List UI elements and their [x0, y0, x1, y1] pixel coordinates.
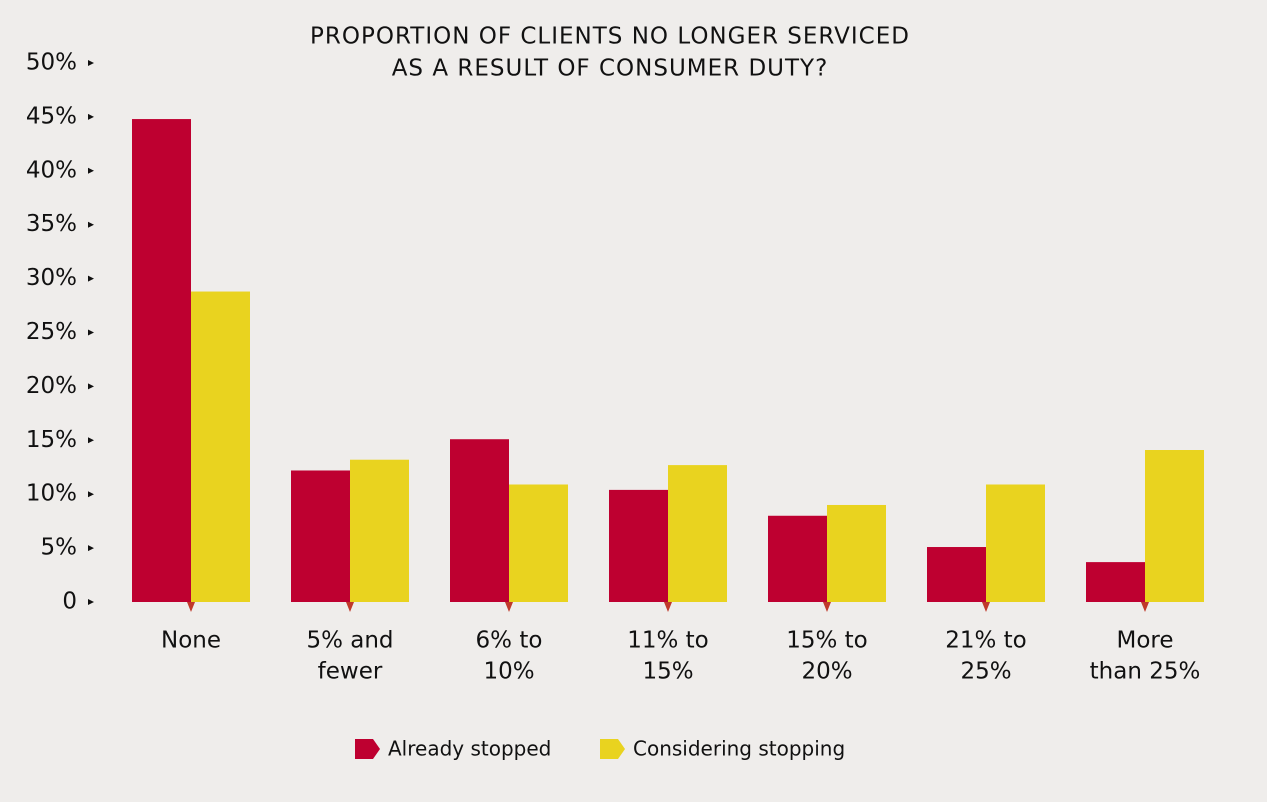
tick-mark: [88, 545, 94, 552]
tick-mark: [88, 60, 94, 66]
tick-mark: [88, 113, 94, 120]
bar: [132, 119, 191, 602]
x-tick-label: than 25%: [1090, 659, 1201, 685]
legend-label: Considering stopping: [633, 737, 845, 761]
tick-mark: [88, 275, 94, 282]
x-tick-label: None: [161, 628, 221, 654]
x-tick-label: 15%: [642, 659, 693, 685]
bar-pointer: [187, 602, 195, 612]
tick-mark: [88, 167, 94, 174]
x-tick-label: 21% to: [945, 628, 1027, 654]
tick-mark: [88, 437, 94, 444]
bar-pointer: [505, 602, 513, 612]
bar-pointer: [982, 602, 990, 612]
bar-pointer: [823, 602, 831, 612]
y-tick-label: 10%: [26, 481, 77, 507]
y-tick-label: 35%: [26, 211, 77, 237]
legend-swatch: [355, 739, 380, 759]
y-tick-label: 30%: [26, 265, 77, 291]
x-tick-label: 10%: [483, 659, 534, 685]
bar: [1086, 562, 1145, 602]
bar: [927, 547, 986, 602]
chart-title: PROPORTION OF CLIENTS NO LONGER SERVICED: [310, 24, 910, 50]
y-tick-label: 45%: [26, 103, 77, 129]
bar: [768, 515, 827, 602]
y-tick-label: 5%: [41, 535, 78, 561]
bar: [509, 484, 568, 602]
y-tick-label: 50%: [26, 50, 77, 76]
x-tick-label: fewer: [318, 659, 383, 685]
tick-mark: [88, 221, 94, 228]
bar: [609, 489, 668, 602]
bar: [668, 465, 727, 602]
legend-swatch: [600, 739, 625, 759]
y-tick-label: 15%: [26, 427, 77, 453]
tick-mark: [88, 383, 94, 390]
x-tick-label: More: [1116, 628, 1173, 654]
x-tick-label: 25%: [960, 659, 1011, 685]
bar: [1145, 450, 1204, 602]
x-tick-label: 6% to: [476, 628, 543, 654]
bar: [450, 439, 509, 602]
bar-pointer: [1141, 602, 1149, 612]
chart-title: AS A RESULT OF CONSUMER DUTY?: [392, 56, 829, 82]
y-tick-label: 25%: [26, 319, 77, 345]
bar: [350, 459, 409, 602]
bar: [827, 504, 886, 602]
bar-pointer: [664, 602, 672, 612]
x-tick-label: 20%: [801, 659, 852, 685]
x-tick-label: 5% and: [306, 628, 393, 654]
bar: [191, 291, 250, 602]
tick-mark: [88, 599, 94, 605]
legend-label: Already stopped: [388, 737, 551, 761]
x-tick-label: 15% to: [786, 628, 868, 654]
bar-pointer: [346, 602, 354, 612]
tick-mark: [88, 329, 94, 336]
y-tick-label: 20%: [26, 373, 77, 399]
bar: [291, 470, 350, 602]
tick-mark: [88, 491, 94, 498]
y-tick-label: 40%: [26, 157, 77, 183]
x-tick-label: 11% to: [627, 628, 709, 654]
y-tick-label: 0: [62, 589, 77, 615]
bar: [986, 484, 1045, 602]
